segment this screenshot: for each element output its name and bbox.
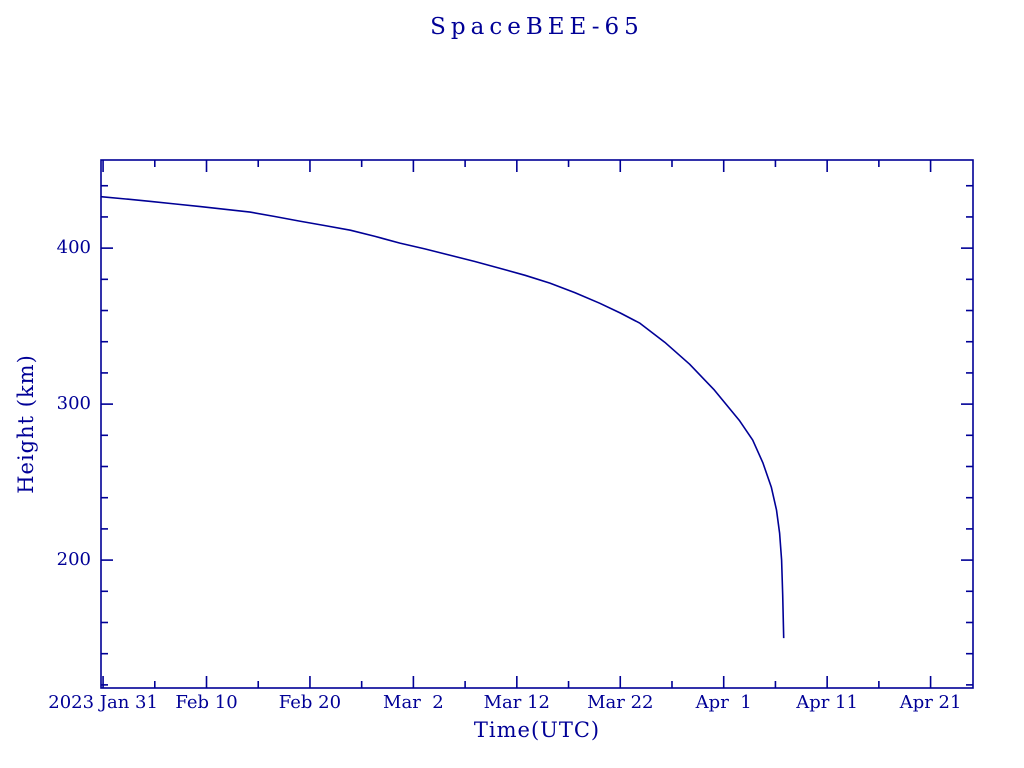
x-tick-label: 2023 Jan 31: [48, 692, 158, 713]
x-tick-label: Apr 1: [695, 692, 752, 713]
y-axis-title: Height (km): [14, 354, 38, 494]
plot-frame: [100, 159, 974, 689]
x-tick-label: Mar 2: [383, 692, 444, 713]
y-tick-label: 400: [56, 237, 91, 259]
y-tick-label: 200: [56, 549, 91, 571]
x-tick-label: Apr 21: [899, 692, 962, 713]
y-tick-label: 300: [56, 393, 91, 415]
x-axis-title: Time(UTC): [473, 718, 601, 742]
x-tick-label: Apr 11: [796, 692, 858, 713]
x-tick-label: Feb 10: [175, 692, 238, 713]
x-tick-label: Feb 20: [278, 692, 342, 713]
decay-curve: [100, 195, 785, 639]
x-tick-label: Mar 22: [587, 692, 654, 713]
x-tick-label: Mar 12: [483, 692, 550, 713]
chart-title: SpaceBEE-65: [430, 14, 644, 40]
